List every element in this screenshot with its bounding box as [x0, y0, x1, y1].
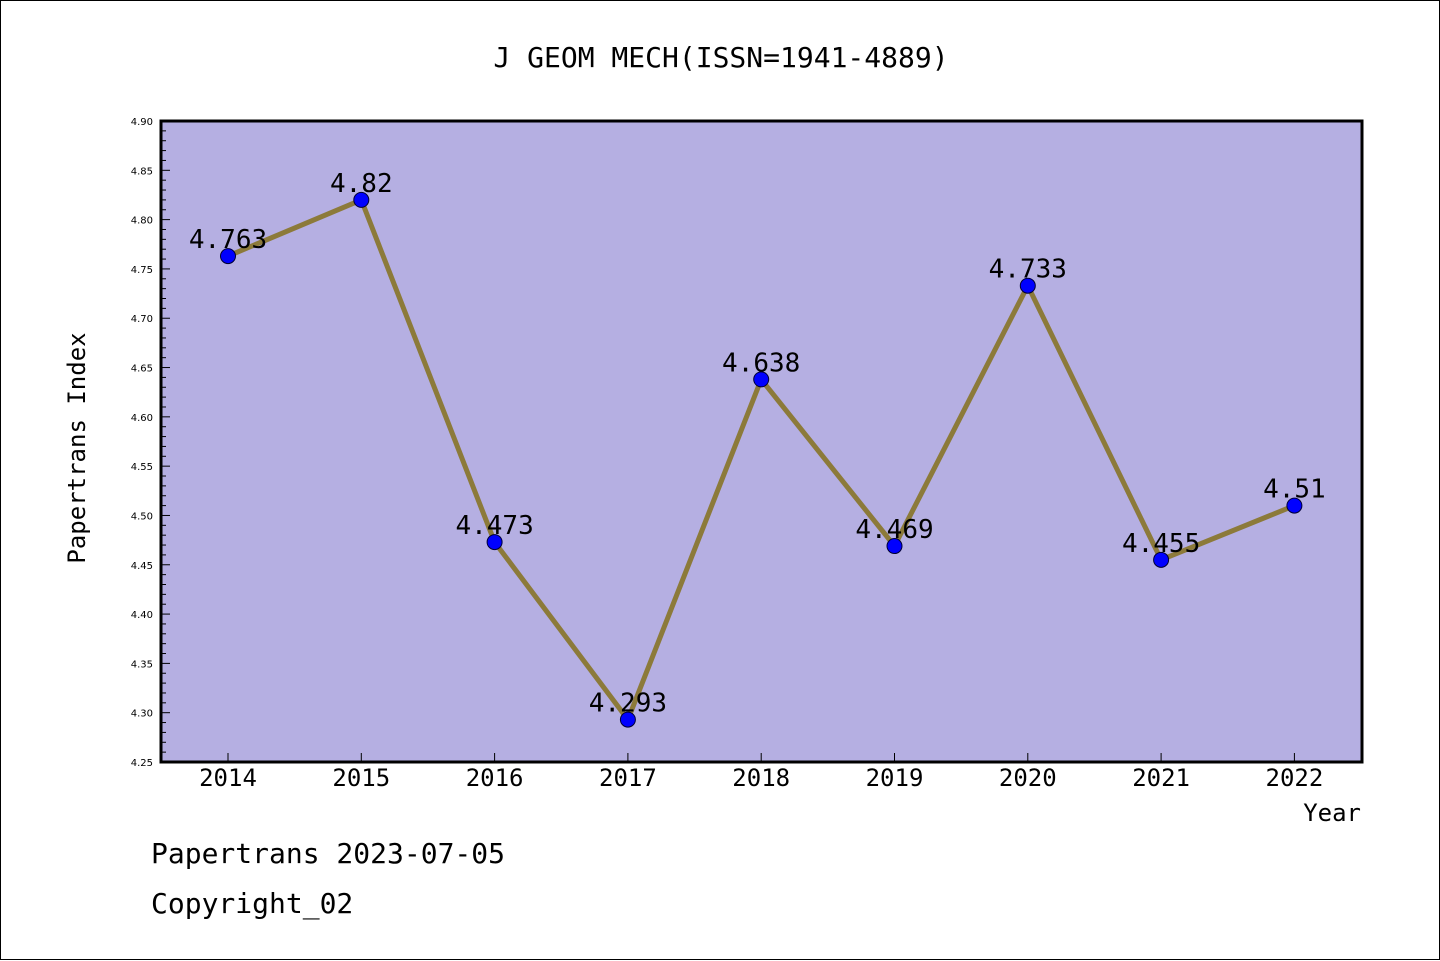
y-tick-label: 4.70 [131, 314, 153, 325]
data-label: 4.455 [1122, 529, 1200, 559]
y-tick-label: 4.90 [131, 117, 153, 128]
y-tick-label: 4.45 [131, 561, 153, 572]
data-label: 4.473 [455, 511, 533, 541]
data-label: 4.51 [1263, 475, 1326, 505]
plot-area [159, 119, 1364, 764]
data-point [1019, 277, 1036, 294]
chart-title: J GEOM MECH(ISSN=1941-4889) [493, 41, 948, 74]
y-tick-label: 4.75 [131, 265, 153, 276]
data-label: 4.469 [855, 515, 933, 545]
data-point [220, 248, 236, 265]
y-tick-label: 4.50 [131, 511, 153, 522]
x-tick-label: 2022 [1266, 764, 1324, 792]
y-tick-label: 4.65 [131, 364, 153, 375]
x-axis-label: Year [1303, 799, 1361, 827]
footer-copyright: Copyright_02 [151, 887, 354, 920]
y-tick-label: 4.35 [131, 659, 153, 670]
y-tick-label: 4.85 [131, 166, 153, 177]
y-tick-label: 4.40 [131, 610, 153, 621]
data-point [353, 191, 370, 208]
x-axis: 2014 2015 2016 2017 2018 2019 2020 2021 2022 [199, 753, 1323, 792]
x-tick-label: 2020 [999, 764, 1057, 792]
data-label: 4.733 [989, 255, 1067, 285]
y-tick-label: 4.80 [131, 216, 153, 227]
data-point [753, 371, 770, 388]
y-axis: 4.25 4.30 4.35 4.40 4.45 4.50 4.55 4.60 4.65 4.70… [131, 117, 170, 769]
data-markers [220, 191, 1303, 728]
y-tick-label: 4.25 [131, 758, 153, 769]
data-point [486, 534, 503, 551]
x-tick-label: 2019 [866, 764, 924, 792]
y-tick-label: 4.60 [131, 413, 153, 424]
y-axis-label: Papertrans Index [63, 332, 91, 563]
data-label: 4.82 [330, 169, 393, 199]
x-tick-label: 2021 [1132, 764, 1190, 792]
data-label: 4.638 [722, 348, 800, 378]
x-tick-label: 2018 [732, 764, 790, 792]
x-tick-label: 2014 [199, 764, 257, 792]
x-tick-label: 2015 [332, 764, 390, 792]
data-label: 4.293 [589, 689, 667, 719]
x-tick-label: 2017 [599, 764, 657, 792]
data-labels: 4.763 4.82 4.473 4.293 4.638 4.469 4.733 4.455 4… [189, 169, 1326, 719]
data-point [1286, 497, 1303, 514]
data-point [886, 538, 903, 555]
y-tick-label: 4.30 [131, 709, 153, 720]
footer-date: Papertrans 2023-07-05 [151, 837, 506, 870]
y-tick-label: 4.55 [131, 462, 153, 473]
x-tick-label: 2016 [466, 764, 524, 792]
data-point [1153, 551, 1170, 568]
data-point [619, 711, 636, 728]
data-label: 4.763 [189, 225, 267, 255]
